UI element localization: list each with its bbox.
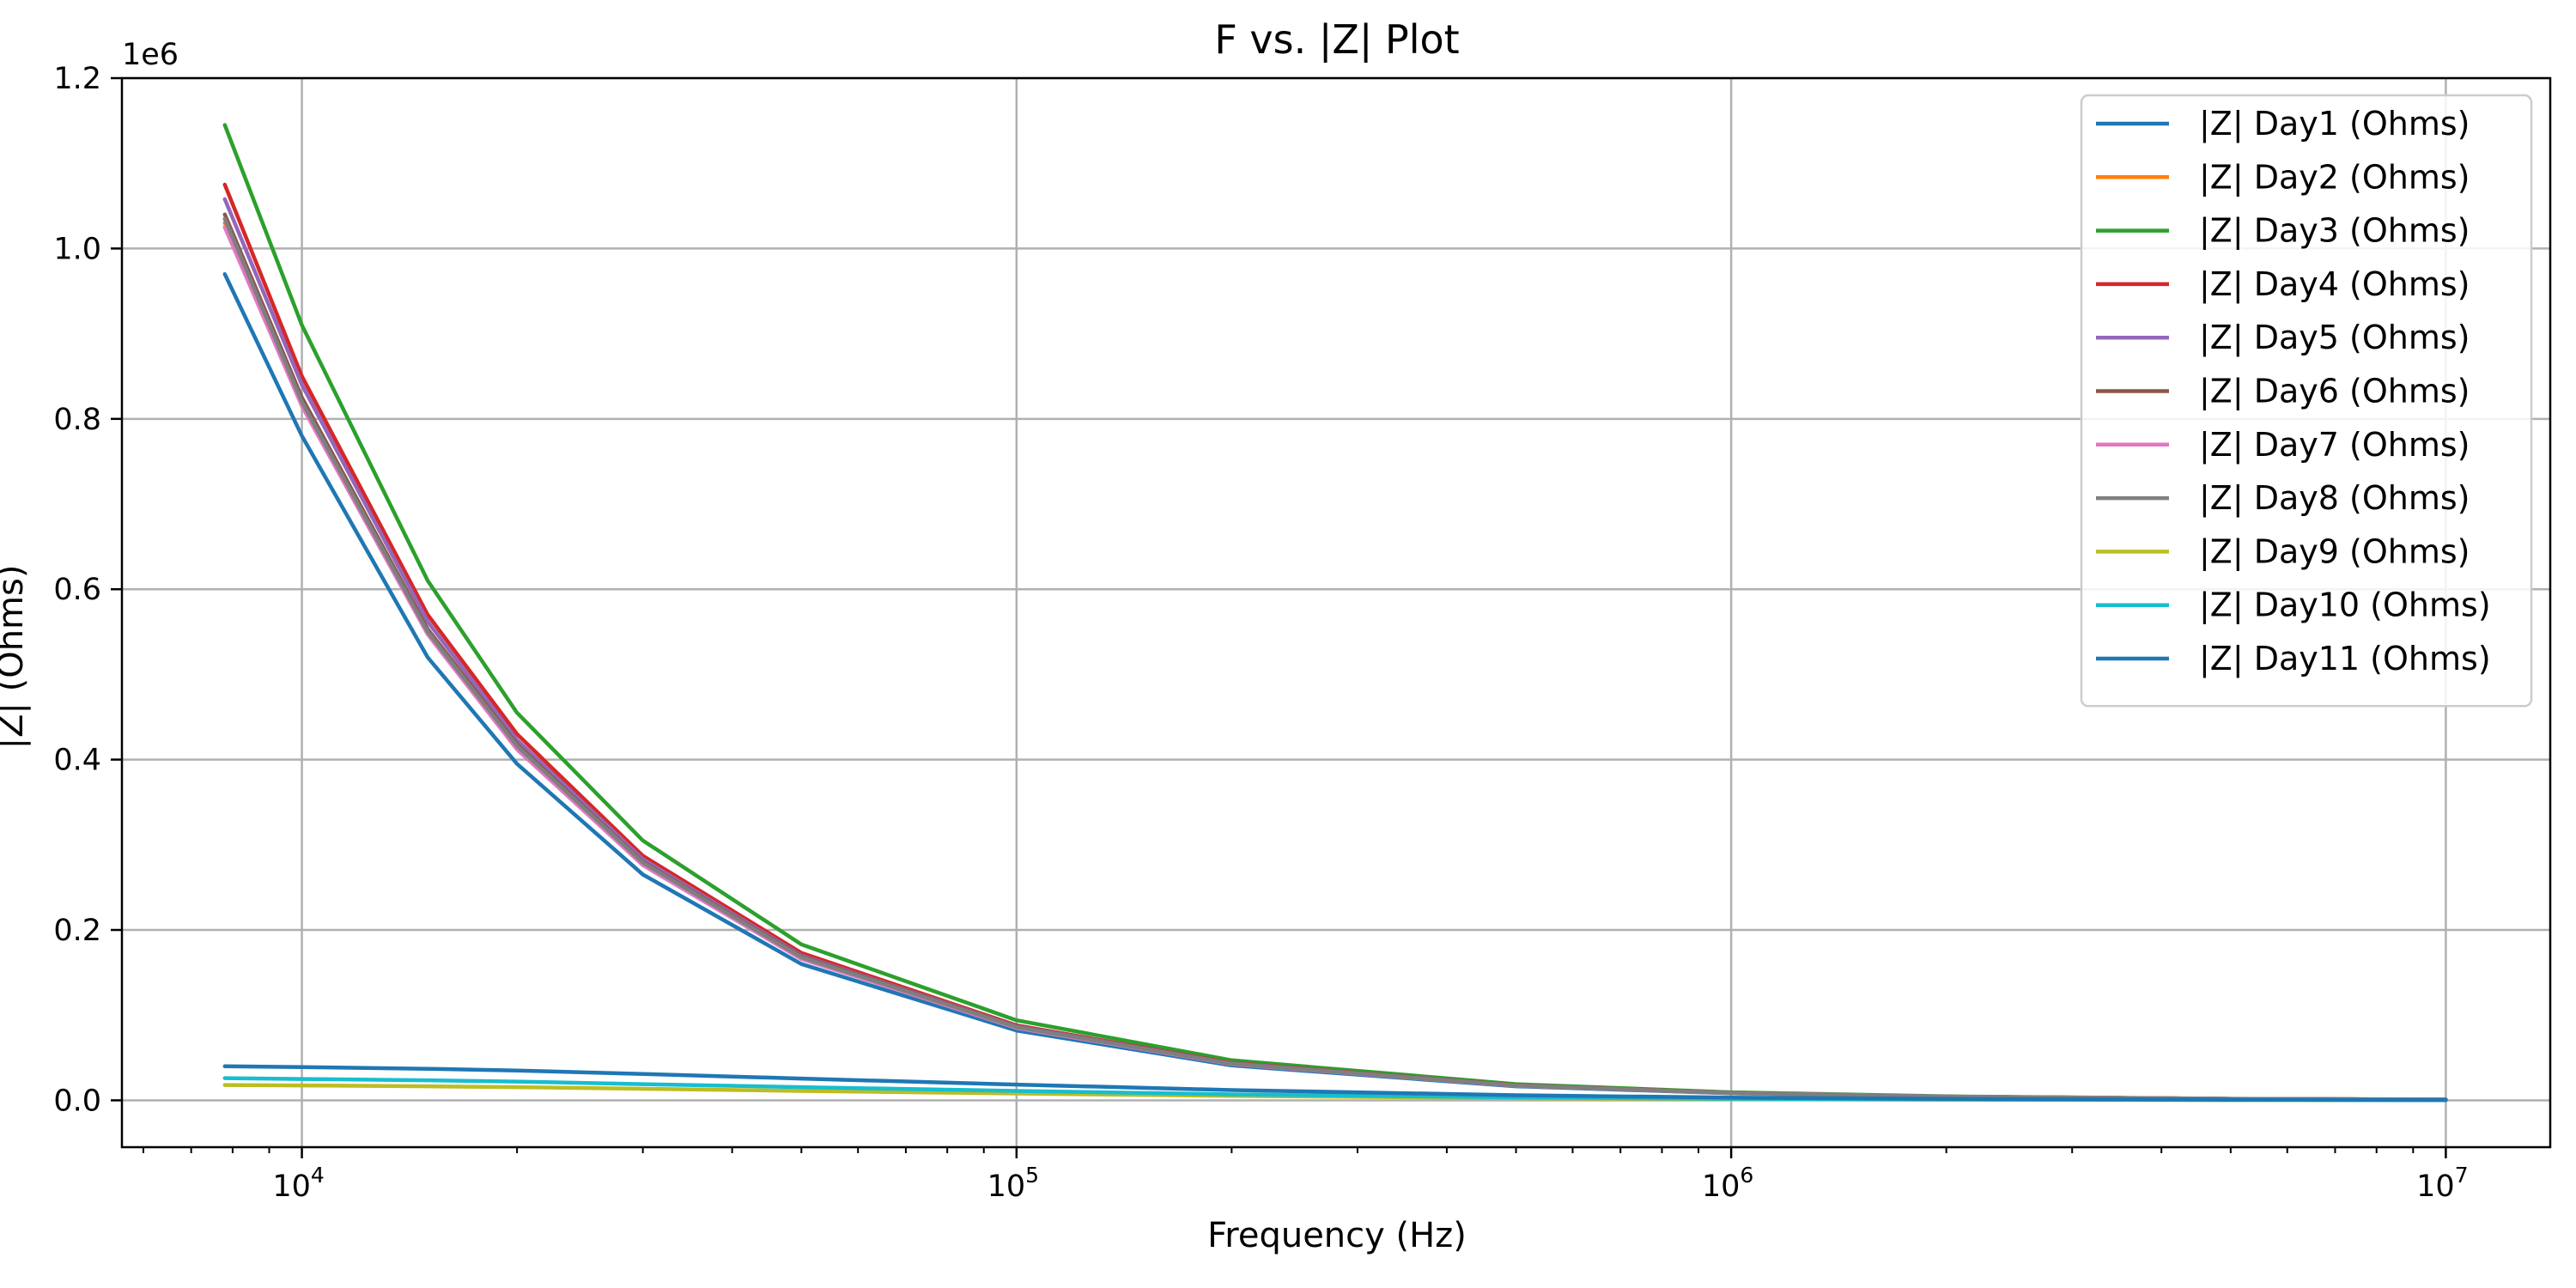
- x-axis-ticks: 104 105 106 107: [142, 1147, 2469, 1204]
- legend: |Z| Day1 (Ohms) |Z| Day2 (Ohms) |Z| Day3 (…: [2080, 94, 2533, 708]
- y-axis-ticks: 0.0 0.2 0.4 0.6 0.8 1.0 1.2: [53, 62, 122, 1118]
- legend-label: |Z| Day8 (Ohms): [2199, 479, 2470, 518]
- legend-label: |Z| Day9 (Ohms): [2199, 532, 2470, 571]
- chart-title: F vs. |Z| Plot: [1214, 16, 1459, 64]
- legend-label: |Z| Day6 (Ohms): [2199, 373, 2470, 411]
- x-tick-label: 105: [987, 1163, 1039, 1204]
- y-axis-title: |Z| (Ohms): [0, 565, 31, 750]
- legend-box: [2080, 94, 2533, 708]
- series-line: [222, 1064, 2448, 1103]
- y-tick-label: 0.6: [53, 573, 101, 607]
- y-axis-offset-label: 1e6: [122, 38, 179, 72]
- legend-label: |Z| Day11 (Ohms): [2199, 640, 2491, 678]
- x-tick-label: 106: [1702, 1163, 1753, 1204]
- legend-label: |Z| Day10 (Ohms): [2199, 586, 2491, 625]
- legend-label: |Z| Day1 (Ohms): [2199, 105, 2470, 143]
- legend-label: |Z| Day4 (Ohms): [2199, 265, 2470, 304]
- y-tick-label: 1.2: [53, 62, 101, 96]
- x-axis-title: Frequency (Hz): [1207, 1216, 1467, 1255]
- x-tick-label: 107: [2416, 1163, 2468, 1204]
- series-lines: [222, 123, 2448, 1103]
- x-tick-label: 104: [272, 1163, 324, 1204]
- legend-label: |Z| Day2 (Ohms): [2199, 158, 2470, 197]
- y-tick-label: 0.4: [53, 744, 101, 778]
- legend-label: |Z| Day7 (Ohms): [2199, 426, 2470, 465]
- y-tick-label: 0.8: [53, 403, 101, 437]
- series-line: [222, 216, 2448, 1102]
- plot-frame: [120, 76, 2552, 1149]
- y-tick-label: 0.0: [53, 1084, 101, 1118]
- legend-label: |Z| Day3 (Ohms): [2199, 212, 2470, 251]
- y-tick-label: 1.0: [53, 232, 101, 266]
- legend-label: |Z| Day5 (Ohms): [2199, 319, 2470, 357]
- y-tick-label: 0.2: [53, 914, 101, 948]
